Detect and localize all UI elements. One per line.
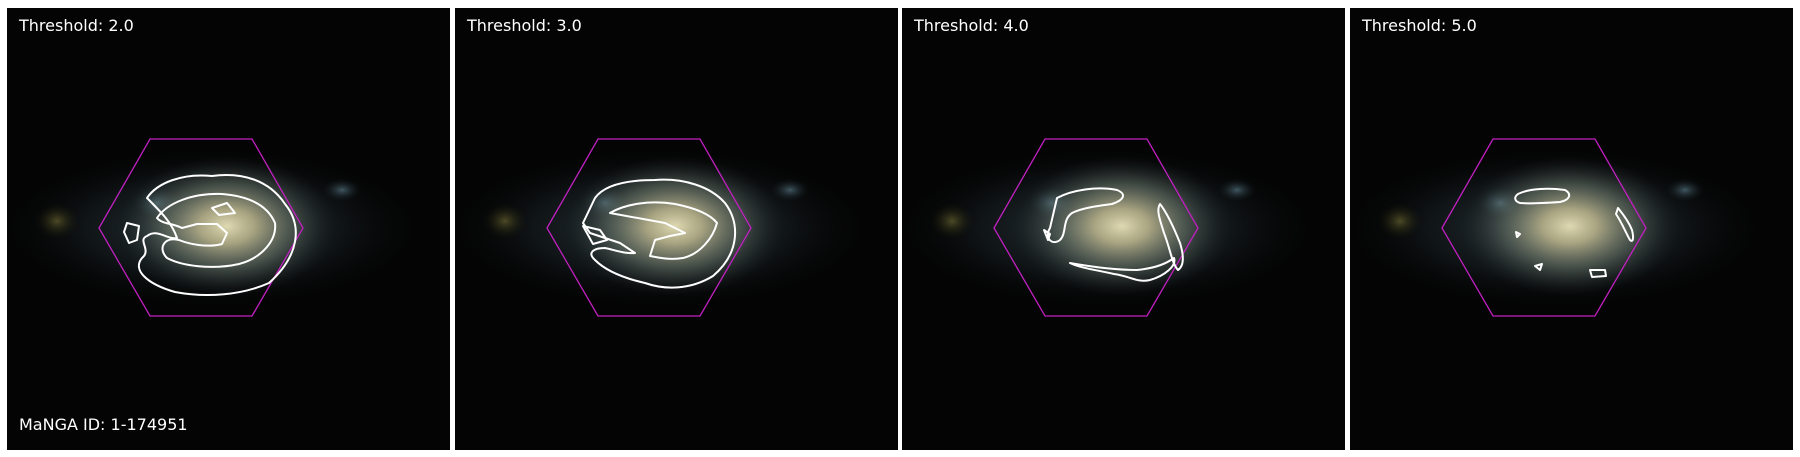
threshold-label: Threshold: 4.0 — [914, 16, 1029, 35]
galaxy-image — [455, 8, 898, 450]
ifu-hexagon — [546, 138, 752, 317]
contour — [123, 174, 297, 296]
panel-threshold-4: Threshold: 4.0 — [902, 8, 1345, 450]
ifu-hexagon — [1441, 138, 1647, 317]
contour — [582, 178, 737, 289]
ifu-hexagon — [98, 138, 304, 317]
galaxy-image — [1350, 8, 1793, 450]
panel-threshold-3: Threshold: 3.0 — [455, 8, 898, 450]
panel-threshold-2: Threshold: 2.0 MaNGA ID: 1-174951 — [7, 8, 450, 450]
threshold-label: Threshold: 2.0 — [19, 16, 134, 35]
galaxy-image — [902, 8, 1345, 450]
threshold-label: Threshold: 3.0 — [467, 16, 582, 35]
ifu-hexagon — [993, 138, 1199, 317]
contour — [1043, 187, 1184, 282]
threshold-label: Threshold: 5.0 — [1362, 16, 1477, 35]
galaxy-image — [7, 8, 450, 450]
panel-threshold-5: Threshold: 5.0 — [1350, 8, 1793, 450]
manga-id-label: MaNGA ID: 1-174951 — [19, 415, 188, 434]
contour — [1514, 187, 1635, 278]
